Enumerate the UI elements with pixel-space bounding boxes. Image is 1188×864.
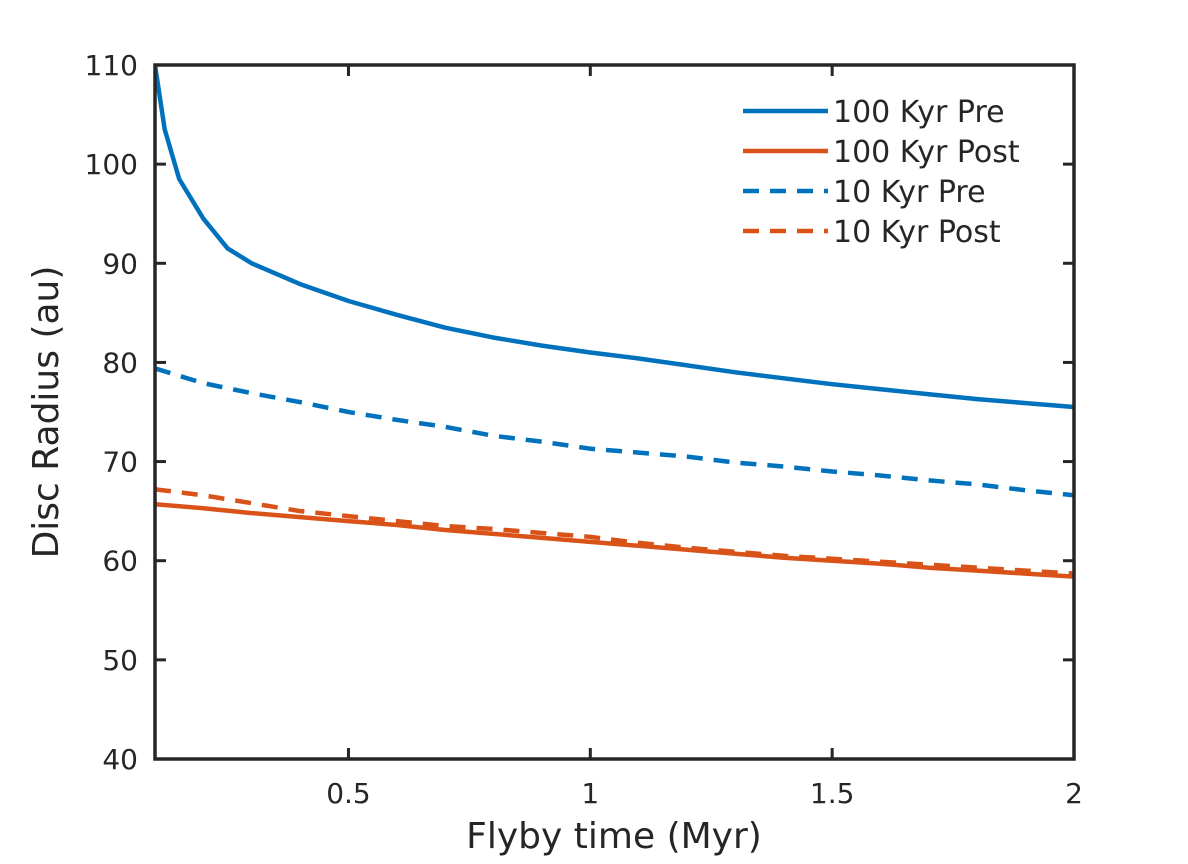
y-axis-label: Disc Radius (au) (26, 266, 67, 559)
legend-label-100-kyr-post: 100 Kyr Post (833, 135, 1020, 170)
legend-label-10-kyr-pre: 10 Kyr Pre (833, 175, 986, 210)
x-tick-label: 2 (1065, 777, 1083, 810)
y-tick-label: 90 (102, 247, 138, 280)
legend-label-10-kyr-post: 10 Kyr Post (833, 215, 1001, 250)
x-tick-label: 1.5 (810, 777, 855, 810)
y-tick-label: 100 (85, 148, 138, 181)
y-tick-label: 60 (102, 545, 138, 578)
y-tick-label: 80 (102, 346, 138, 379)
series-line-10-kyr-pre (155, 366, 1074, 498)
series-line-10-kyr-post (155, 487, 1074, 576)
y-tick-label: 40 (102, 743, 138, 776)
plot-frame (153, 63, 1076, 761)
series-line-100-kyr-post (155, 501, 1074, 579)
legend-label-100-kyr-pre: 100 Kyr Pre (833, 95, 1005, 130)
y-tick-label: 50 (102, 644, 138, 677)
y-tick-label: 70 (102, 446, 138, 479)
y-tick-label: 110 (85, 49, 138, 82)
series-layer (155, 65, 1074, 579)
series-line-100-kyr-pre (155, 65, 1074, 410)
x-tick-label: 1 (581, 777, 599, 810)
ticks-layer: 0.5 1 1.5 2 40 50 60 70 80 90 100 110 (85, 49, 1083, 810)
legend: 100 Kyr Pre 100 Kyr Post 10 Kyr Pre 10 Kyr … (743, 95, 1020, 250)
x-tick-label: 0.5 (326, 777, 371, 810)
x-axis-label: Flyby time (Myr) (466, 816, 762, 857)
